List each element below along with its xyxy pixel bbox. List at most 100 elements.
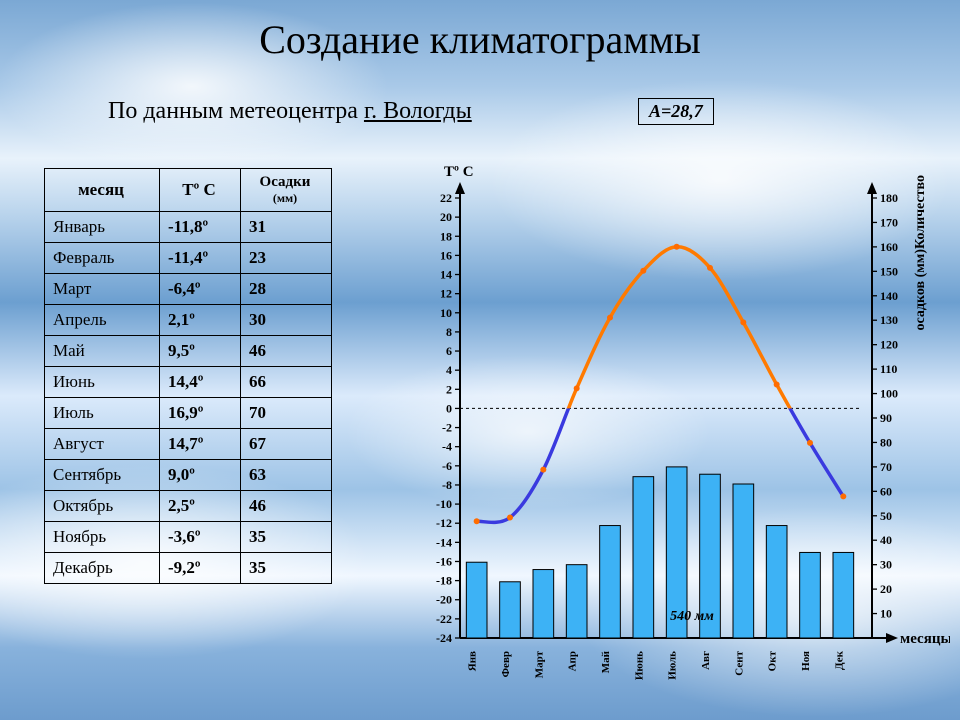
- cell-precip: 35: [241, 553, 332, 584]
- cell-temp: -6,4º: [160, 274, 241, 305]
- svg-text:6: 6: [446, 344, 452, 358]
- cell-month: Октябрь: [45, 491, 160, 522]
- amplitude-box: A=28,7: [638, 98, 714, 125]
- svg-text:90: 90: [880, 411, 892, 425]
- svg-text:10: 10: [880, 607, 892, 621]
- table-row: Декабрь-9,2º35: [45, 553, 332, 584]
- svg-text:-10: -10: [436, 497, 452, 511]
- cell-precip: 63: [241, 460, 332, 491]
- svg-text:месяцы: месяцы: [900, 631, 950, 647]
- cell-precip: 46: [241, 491, 332, 522]
- svg-text:20: 20: [440, 210, 452, 224]
- cell-temp: -3,6º: [160, 522, 241, 553]
- cell-month: Январь: [45, 212, 160, 243]
- svg-text:160: 160: [880, 240, 898, 254]
- cell-month: Декабрь: [45, 553, 160, 584]
- svg-text:Февр: Февр: [500, 651, 512, 677]
- svg-text:18: 18: [440, 229, 452, 243]
- table-row: Август14,7º67: [45, 429, 332, 460]
- svg-text:Дек: Дек: [833, 650, 845, 670]
- svg-text:Авг: Авг: [700, 651, 712, 670]
- cell-temp: -11,8º: [160, 212, 241, 243]
- cell-temp: 2,1º: [160, 305, 241, 336]
- table-row: Май9,5º46: [45, 336, 332, 367]
- subtitle: По данным метеоцентра г. Вологды: [108, 98, 472, 125]
- svg-text:Июль: Июль: [667, 651, 679, 680]
- svg-text:2: 2: [446, 382, 452, 396]
- svg-text:20: 20: [880, 582, 892, 596]
- svg-text:100: 100: [880, 387, 898, 401]
- svg-text:60: 60: [880, 484, 892, 498]
- cell-temp: 14,7º: [160, 429, 241, 460]
- svg-text:Апр: Апр: [567, 651, 579, 671]
- table-row: Ноябрь-3,6º35: [45, 522, 332, 553]
- cell-temp: 16,9º: [160, 398, 241, 429]
- svg-text:-18: -18: [436, 574, 452, 588]
- cell-precip: 67: [241, 429, 332, 460]
- svg-text:40: 40: [880, 533, 892, 547]
- svg-text:Март: Март: [533, 650, 545, 678]
- cell-precip: 28: [241, 274, 332, 305]
- svg-text:Tº C: Tº C: [444, 164, 474, 180]
- cell-temp: 14,4º: [160, 367, 241, 398]
- precip-axis-title: Количество осадков (мм): [913, 175, 928, 331]
- svg-text:80: 80: [880, 435, 892, 449]
- table-row: Сентябрь9,0º63: [45, 460, 332, 491]
- svg-text:-14: -14: [436, 535, 452, 549]
- cell-month: Июнь: [45, 367, 160, 398]
- cell-temp: -11,4º: [160, 243, 241, 274]
- table-row: Июнь14,4º66: [45, 367, 332, 398]
- cell-temp: 9,0º: [160, 460, 241, 491]
- svg-text:Ноя: Ноя: [800, 651, 812, 671]
- data-table: месяц Tº C Осадки (мм) Январь-11,8º31Фев…: [44, 168, 332, 584]
- svg-text:-24: -24: [436, 631, 452, 645]
- table-row: Январь-11,8º31: [45, 212, 332, 243]
- cell-precip: 46: [241, 336, 332, 367]
- cell-precip: 23: [241, 243, 332, 274]
- subtitle-prefix: По данным метеоцентра: [108, 98, 364, 124]
- cell-precip: 70: [241, 398, 332, 429]
- svg-text:10: 10: [440, 306, 452, 320]
- table-row: Апрель2,1º30: [45, 305, 332, 336]
- svg-text:110: 110: [880, 362, 897, 376]
- cell-month: Сентябрь: [45, 460, 160, 491]
- table-row: Июль16,9º70: [45, 398, 332, 429]
- cell-month: Август: [45, 429, 160, 460]
- svg-text:170: 170: [880, 215, 898, 229]
- subtitle-city: г. Вологды: [364, 98, 472, 124]
- svg-text:4: 4: [446, 363, 452, 377]
- svg-text:-12: -12: [436, 516, 452, 530]
- cell-month: Февраль: [45, 243, 160, 274]
- col-precip: Осадки (мм): [241, 169, 332, 212]
- svg-text:-22: -22: [436, 612, 452, 626]
- svg-text:50: 50: [880, 509, 892, 523]
- svg-text:-4: -4: [442, 440, 452, 454]
- svg-text:-16: -16: [436, 554, 452, 568]
- table-row: Октябрь2,5º46: [45, 491, 332, 522]
- svg-text:-2: -2: [442, 421, 452, 435]
- cell-temp: 2,5º: [160, 491, 241, 522]
- cell-month: Ноябрь: [45, 522, 160, 553]
- svg-text:30: 30: [880, 558, 892, 572]
- cell-precip: 35: [241, 522, 332, 553]
- svg-text:14: 14: [440, 268, 452, 282]
- svg-text:0: 0: [446, 401, 452, 415]
- page-title: Создание климатограммы: [0, 16, 960, 63]
- cell-temp: -9,2º: [160, 553, 241, 584]
- table-row: Февраль-11,4º23: [45, 243, 332, 274]
- svg-text:-6: -6: [442, 459, 452, 473]
- cell-month: Март: [45, 274, 160, 305]
- cell-precip: 31: [241, 212, 332, 243]
- cell-precip: 30: [241, 305, 332, 336]
- svg-text:Окт: Окт: [767, 650, 779, 671]
- svg-text:16: 16: [440, 248, 452, 262]
- cell-month: Апрель: [45, 305, 160, 336]
- svg-text:180: 180: [880, 191, 898, 205]
- svg-text:70: 70: [880, 460, 892, 474]
- col-temp: Tº C: [160, 169, 241, 212]
- svg-text:22: 22: [440, 191, 452, 205]
- col-month: месяц: [45, 169, 160, 212]
- chart-svg: Tº C2220181614121086420-2-4-6-8-10-12-14…: [390, 158, 950, 698]
- table-row: Март-6,4º28: [45, 274, 332, 305]
- cell-precip: 66: [241, 367, 332, 398]
